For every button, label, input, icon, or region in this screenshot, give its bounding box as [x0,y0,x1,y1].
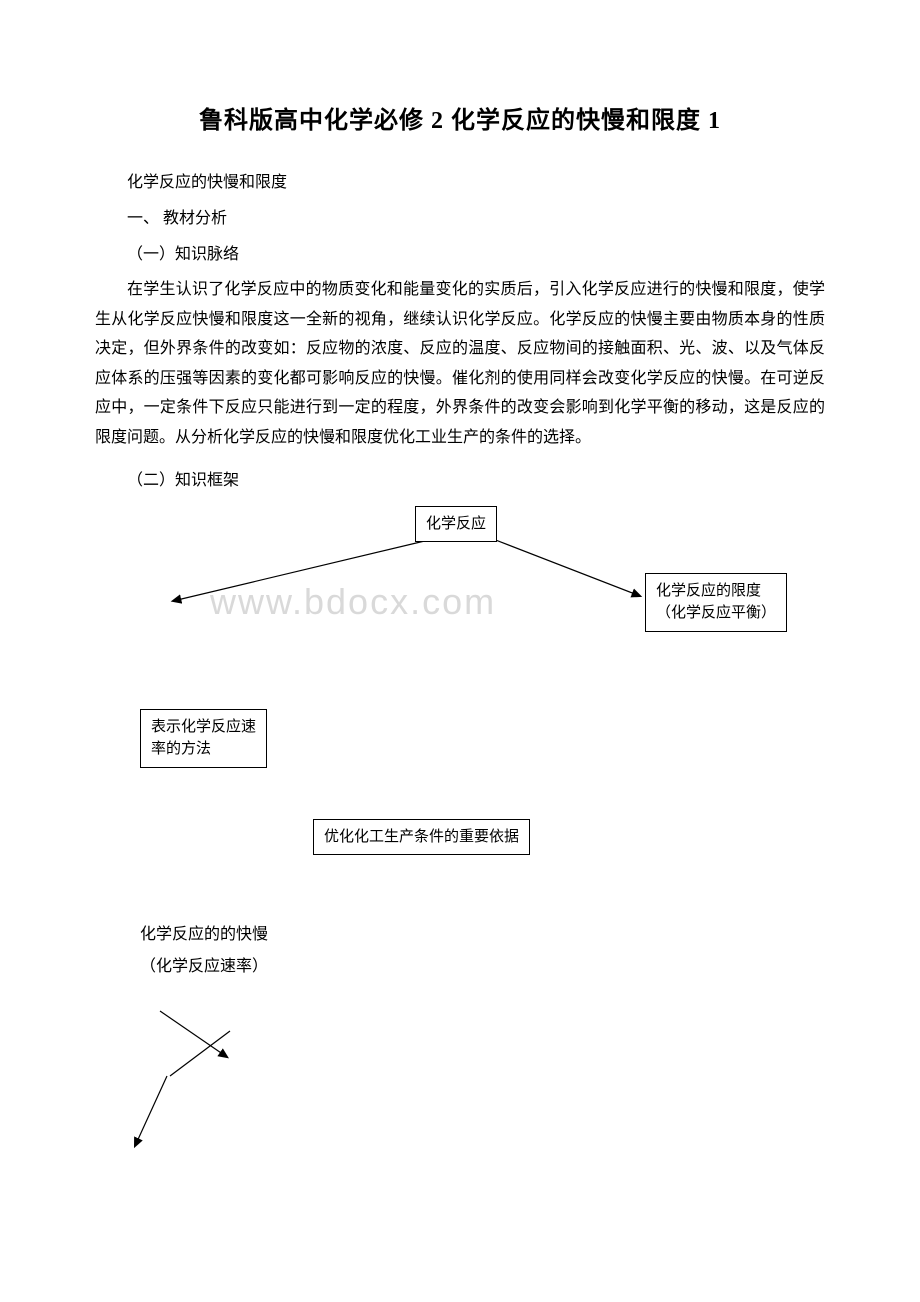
diagram-box-top-label: 化学反应 [426,516,486,532]
diagram-text-rate-line1: 化学反应的的快慢 [140,926,268,943]
knowledge-framework-diagram: www.bdocx.com 化学反应 化学反应的限度 （化学反应平衡） 表示化学… [95,501,825,1161]
body-paragraph: 在学生认识了化学反应中的物质变化和能量变化的实质后，引入化学反应进行的快慢和限度… [95,275,825,453]
page-title: 鲁科版高中化学必修 2 化学反应的快慢和限度 1 [95,100,825,135]
diagram-text-rate: 化学反应的的快慢 （化学反应速率） [140,919,268,983]
section-heading-1: 一、 教材分析 [95,203,825,235]
subtitle: 化学反应的快慢和限度 [95,167,825,199]
subsection-heading-1-2: （二）知识框架 [95,465,825,497]
subsection-heading-1-1: （一）知识脉络 [95,239,825,271]
diagram-box-left: 表示化学反应速 率的方法 [140,709,267,768]
diagram-box-bottom-label: 优化化工生产条件的重要依据 [324,829,519,845]
diagram-box-right-line2: （化学反应平衡） [656,605,776,621]
diagram-box-bottom: 优化化工生产条件的重要依据 [313,819,530,856]
diagram-box-left-line2: 率的方法 [151,741,211,757]
diagram-box-top: 化学反应 [415,506,497,543]
diagram-box-right: 化学反应的限度 （化学反应平衡） [645,573,787,632]
diagram-text-rate-line2: （化学反应速率） [140,958,268,975]
diagram-box-right-line1: 化学反应的限度 [656,583,761,599]
diagram-box-left-line1: 表示化学反应速 [151,719,256,735]
